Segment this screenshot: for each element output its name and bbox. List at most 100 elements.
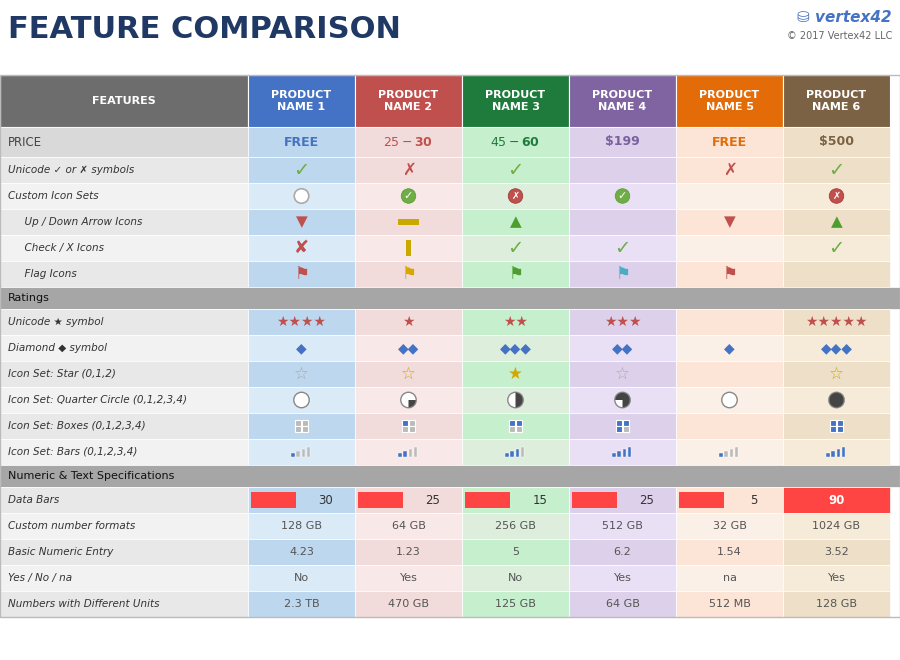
Text: ⚑: ⚑ <box>722 265 737 283</box>
FancyBboxPatch shape <box>783 591 890 617</box>
FancyBboxPatch shape <box>569 387 676 413</box>
FancyBboxPatch shape <box>248 565 355 591</box>
FancyBboxPatch shape <box>676 439 783 465</box>
FancyBboxPatch shape <box>783 261 890 287</box>
Text: ☆: ☆ <box>615 365 630 383</box>
Text: ✓: ✓ <box>404 191 413 201</box>
Circle shape <box>294 189 309 203</box>
FancyBboxPatch shape <box>0 157 248 183</box>
FancyBboxPatch shape <box>679 492 724 508</box>
FancyBboxPatch shape <box>516 426 522 432</box>
Text: ◆◆◆: ◆◆◆ <box>500 341 531 355</box>
FancyBboxPatch shape <box>462 309 569 335</box>
Text: 30: 30 <box>319 494 333 506</box>
FancyBboxPatch shape <box>730 449 733 457</box>
FancyBboxPatch shape <box>569 539 676 565</box>
FancyBboxPatch shape <box>307 447 310 457</box>
FancyBboxPatch shape <box>355 209 462 235</box>
Text: $199: $199 <box>605 135 640 148</box>
FancyBboxPatch shape <box>676 513 783 539</box>
FancyBboxPatch shape <box>627 447 631 457</box>
FancyBboxPatch shape <box>248 261 355 287</box>
Text: Numeric & Text Specifications: Numeric & Text Specifications <box>8 471 175 481</box>
FancyBboxPatch shape <box>462 565 569 591</box>
Text: FEATURE COMPARISON: FEATURE COMPARISON <box>8 15 400 44</box>
FancyBboxPatch shape <box>355 127 462 157</box>
Text: Ratings: Ratings <box>8 293 50 303</box>
Text: PRODUCT
NAME 6: PRODUCT NAME 6 <box>806 90 867 112</box>
FancyBboxPatch shape <box>831 426 836 432</box>
FancyBboxPatch shape <box>569 335 676 361</box>
FancyBboxPatch shape <box>355 261 462 287</box>
FancyBboxPatch shape <box>569 261 676 287</box>
FancyBboxPatch shape <box>248 157 355 183</box>
FancyBboxPatch shape <box>248 75 355 127</box>
Text: 256 GB: 256 GB <box>495 521 536 531</box>
FancyBboxPatch shape <box>462 487 569 513</box>
FancyBboxPatch shape <box>520 447 524 457</box>
FancyBboxPatch shape <box>302 426 308 432</box>
FancyBboxPatch shape <box>355 75 462 127</box>
FancyBboxPatch shape <box>406 240 411 255</box>
FancyBboxPatch shape <box>296 451 300 457</box>
Text: Yes: Yes <box>828 573 845 583</box>
FancyBboxPatch shape <box>676 183 783 209</box>
FancyBboxPatch shape <box>355 565 462 591</box>
FancyBboxPatch shape <box>783 75 890 127</box>
FancyBboxPatch shape <box>248 513 355 539</box>
FancyBboxPatch shape <box>248 309 355 335</box>
FancyBboxPatch shape <box>0 235 248 261</box>
FancyBboxPatch shape <box>355 591 462 617</box>
Text: Yes / No / na: Yes / No / na <box>8 573 72 583</box>
FancyBboxPatch shape <box>248 539 355 565</box>
Text: 5: 5 <box>751 494 758 506</box>
FancyBboxPatch shape <box>465 492 510 508</box>
Text: ⚑: ⚑ <box>401 265 416 283</box>
FancyBboxPatch shape <box>462 591 569 617</box>
FancyBboxPatch shape <box>837 420 842 426</box>
Text: 512 GB: 512 GB <box>602 521 643 531</box>
FancyBboxPatch shape <box>616 420 622 426</box>
FancyBboxPatch shape <box>509 420 515 426</box>
Text: No: No <box>508 573 523 583</box>
FancyBboxPatch shape <box>506 453 508 457</box>
FancyBboxPatch shape <box>569 127 676 157</box>
FancyBboxPatch shape <box>292 453 295 457</box>
Text: ✗: ✗ <box>511 191 519 201</box>
Wedge shape <box>516 393 523 407</box>
FancyBboxPatch shape <box>0 335 248 361</box>
FancyBboxPatch shape <box>0 565 248 591</box>
Text: ◆◆◆: ◆◆◆ <box>821 341 852 355</box>
Text: ☆: ☆ <box>401 365 416 383</box>
FancyBboxPatch shape <box>783 387 890 413</box>
FancyBboxPatch shape <box>569 75 676 127</box>
FancyBboxPatch shape <box>783 439 890 465</box>
Text: Yes: Yes <box>400 573 418 583</box>
Text: FREE: FREE <box>712 135 747 148</box>
FancyBboxPatch shape <box>0 309 248 335</box>
Text: 90: 90 <box>828 494 845 506</box>
Circle shape <box>293 392 310 408</box>
FancyBboxPatch shape <box>676 209 783 235</box>
Text: FEATURES: FEATURES <box>92 96 156 106</box>
FancyBboxPatch shape <box>832 451 835 457</box>
Text: ⚑: ⚑ <box>508 265 523 283</box>
FancyBboxPatch shape <box>409 426 415 432</box>
FancyBboxPatch shape <box>399 453 402 457</box>
Circle shape <box>400 392 416 408</box>
FancyBboxPatch shape <box>724 451 728 457</box>
Wedge shape <box>409 400 416 407</box>
FancyBboxPatch shape <box>569 591 676 617</box>
FancyBboxPatch shape <box>462 127 569 157</box>
Circle shape <box>829 189 844 203</box>
Text: 25: 25 <box>426 494 440 506</box>
FancyBboxPatch shape <box>510 451 514 457</box>
FancyBboxPatch shape <box>783 209 890 235</box>
Text: Custom Icon Sets: Custom Icon Sets <box>8 191 99 201</box>
Text: ▼: ▼ <box>724 214 735 230</box>
Text: 3.52: 3.52 <box>824 547 849 557</box>
Text: ☆: ☆ <box>294 365 309 383</box>
Text: FREE: FREE <box>284 135 320 148</box>
FancyBboxPatch shape <box>248 439 355 465</box>
Text: ✗: ✗ <box>832 191 841 201</box>
